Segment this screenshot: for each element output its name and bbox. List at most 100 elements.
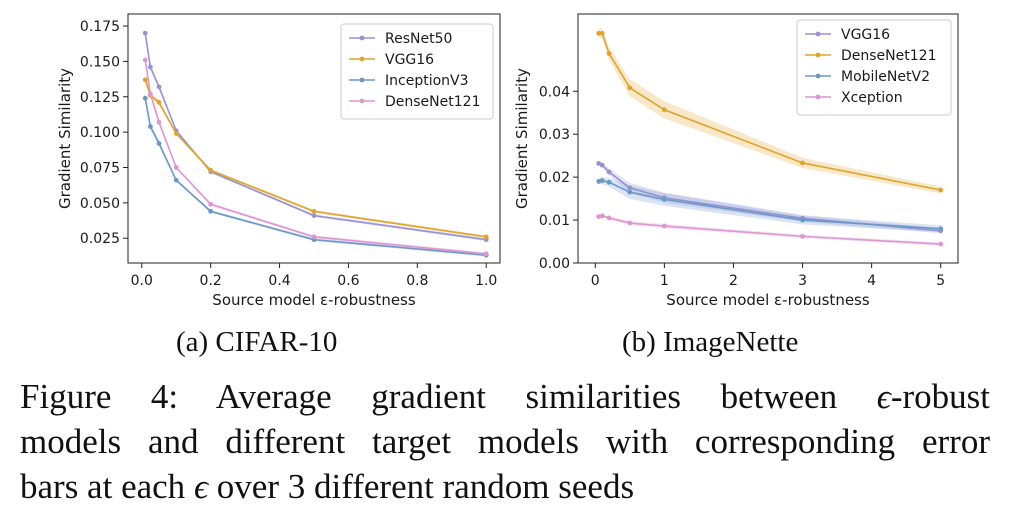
data-point [208, 208, 214, 214]
plot-frame [127, 13, 501, 264]
y-axis-label: Gradient Similarity [56, 68, 74, 209]
x-axis-label: Source model ε-robustness [666, 291, 870, 309]
x-tick-label: 0.2 [200, 273, 222, 289]
data-point [938, 226, 944, 232]
x-tick-label: 2 [729, 273, 738, 289]
x-tick-label: 0 [591, 273, 600, 289]
series-inceptionv3 [142, 93, 489, 258]
data-point [156, 84, 162, 90]
x-tick-label: 0.0 [131, 273, 153, 289]
data-point [147, 91, 153, 97]
legend-label: InceptionV3 [385, 73, 469, 89]
data-point [142, 30, 148, 36]
y-tick-label: 0.050 [80, 196, 120, 212]
y-tick-label: 0.00 [539, 256, 570, 272]
legend-entry-vgg16: VGG16 [805, 27, 890, 43]
legend-entry-densenet121: DenseNet121 [805, 48, 936, 64]
data-point [142, 95, 148, 101]
data-point [938, 187, 944, 193]
legend-label: VGG16 [841, 27, 890, 43]
y-tick-label: 0.075 [80, 161, 120, 177]
data-point [147, 64, 153, 70]
chart-panel-cifar: 0.0 0.2 0.4 0.6 0.8 1.0 0.025 0.050 0.075 0.100 0.… [56, 13, 501, 309]
data-point [627, 189, 633, 195]
series-xception [596, 213, 944, 247]
legend-entry-inceptionv3: InceptionV3 [349, 73, 469, 89]
caption-line-1-part-1: Figure 4: Average gradient similarities … [20, 377, 877, 416]
error-band [598, 214, 941, 246]
data-point [599, 162, 605, 168]
legend: VGG16 DenseNet121 MobileNetV2 Xception [796, 19, 952, 116]
figure-caption: Figure 4: Average gradient similarities … [20, 374, 990, 509]
x-tick-label: 0.6 [337, 273, 359, 289]
x-tick-label: 1.0 [475, 273, 497, 289]
caption-line-2-text: models and different target models with … [20, 422, 990, 461]
series-mobilenetv2 [596, 177, 944, 233]
data-point [483, 234, 489, 240]
x-tick-label: 4 [867, 273, 876, 289]
data-point [627, 85, 633, 91]
data-point [661, 223, 667, 229]
data-point [596, 30, 602, 36]
caption-line-3: bars at each ϵ over 3 different random s… [20, 464, 990, 509]
legend-marker [815, 31, 821, 37]
data-point [311, 213, 317, 219]
data-point [606, 51, 612, 56]
legend-marker [359, 98, 365, 104]
legend-box [340, 23, 494, 120]
x-tick-label: 3 [798, 273, 807, 289]
data-point [208, 167, 214, 173]
y-tick-label: 0.150 [80, 54, 120, 70]
legend-marker [815, 73, 821, 79]
caption-line-2: models and different target models with … [20, 419, 990, 464]
legend-label: Xception [841, 90, 903, 106]
subcaption-imagenette: (b) ImageNette [622, 326, 799, 358]
data-point [173, 131, 179, 136]
data-point [156, 141, 162, 146]
series-densenet121 [596, 28, 944, 194]
data-point [627, 220, 633, 226]
y-tick-label: 0.04 [539, 84, 570, 100]
chart-panel-imagenette: 0 1 2 3 4 5 0.00 0.01 0.02 0.03 0.04 Source model ε… [513, 13, 959, 309]
legend-marker [359, 35, 365, 41]
legend-label: ResNet50 [385, 31, 452, 47]
epsilon-symbol: ϵ [876, 377, 891, 416]
data-point [800, 160, 805, 166]
legend-entry-xception: Xception [805, 90, 903, 106]
caption-line-3-part-1: bars at each [20, 467, 194, 506]
y-tick-label: 0.01 [539, 213, 570, 229]
legend-entry-vgg16: VGG16 [349, 52, 434, 68]
legend-entry-mobilenetv2: MobileNetV2 [805, 69, 930, 85]
epsilon-symbol: ϵ [193, 467, 209, 506]
legend-label: DenseNet121 [385, 94, 480, 110]
data-point [606, 179, 612, 185]
legend-entry-densenet121: DenseNet121 [349, 94, 480, 110]
data-point [606, 215, 612, 221]
data-point [142, 77, 148, 83]
data-point [173, 165, 179, 170]
data-point [599, 30, 605, 36]
caption-line-3-part-2: over 3 different random seeds [208, 467, 635, 506]
y-tick-label: 0.175 [80, 19, 120, 35]
y-tick-label: 0.025 [80, 231, 120, 247]
y-tick-label: 0.100 [80, 125, 120, 141]
legend-marker [359, 56, 365, 62]
x-tick-label: 1 [660, 273, 669, 289]
data-point [800, 233, 805, 239]
y-tick-label: 0.02 [539, 170, 570, 186]
legend-marker [815, 94, 821, 100]
data-point [800, 217, 805, 223]
caption-line-1-part-2: -robust [890, 377, 990, 416]
y-tick-label: 0.125 [80, 90, 120, 106]
figure-4-charts: 0.0 0.2 0.4 0.6 0.8 1.00.0250.0500.0750.1000.… [56, 13, 959, 309]
legend-label: VGG16 [385, 52, 434, 68]
y-tick-label: 0.03 [539, 127, 570, 143]
data-point [599, 178, 605, 183]
legend-entry-resnet50: ResNet50 [349, 31, 452, 47]
data-point [599, 213, 605, 219]
x-tick-label: 0.4 [268, 273, 290, 289]
data-point [483, 251, 489, 257]
subcaption-cifar10: (a) CIFAR-10 [176, 326, 338, 358]
x-tick-label: 5 [936, 273, 945, 289]
data-point [156, 100, 162, 105]
